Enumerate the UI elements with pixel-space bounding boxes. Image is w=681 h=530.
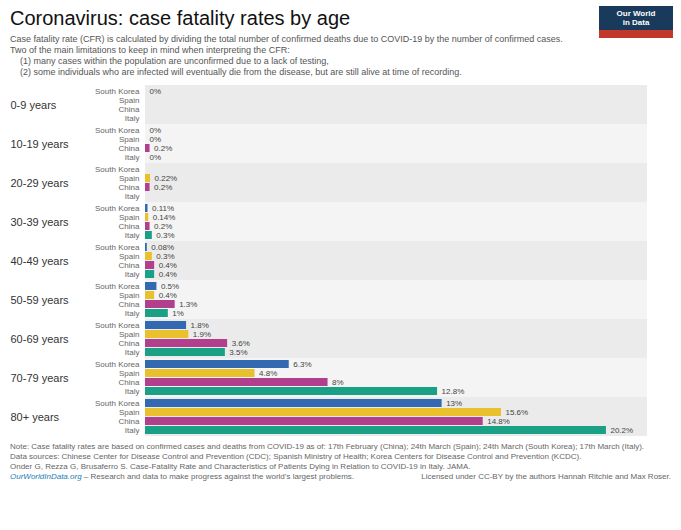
svg-text:1.8%: 1.8%: [191, 321, 209, 330]
svg-text:South Korea: South Korea: [95, 165, 140, 174]
svg-text:12.8%: 12.8%: [442, 387, 465, 396]
html-text:Two of the main limitations to: Two of the main limitations to keep in m…: [10, 45, 290, 55]
html-text:Onder G, Rezza G, Brusaferro S: Onder G, Rezza G, Brusaferro S. Case-Fat…: [10, 462, 471, 471]
svg-text:0.14%: 0.14%: [153, 213, 176, 222]
svg-text:13%: 13%: [446, 399, 462, 408]
svg-text:South Korea: South Korea: [95, 282, 140, 291]
svg-text:South Korea: South Korea: [95, 360, 140, 369]
svg-text:South Korea: South Korea: [95, 87, 140, 96]
svg-text:Italy: Italy: [125, 309, 140, 318]
svg-text:4.8%: 4.8%: [259, 369, 277, 378]
svg-text:China: China: [119, 300, 140, 309]
svg-text:0%: 0%: [150, 135, 162, 144]
svg-text:South Korea: South Korea: [95, 321, 140, 330]
svg-text:30-39 years: 30-39 years: [11, 216, 70, 228]
html-text:Our World: Our World: [616, 9, 656, 18]
svg-text:Italy: Italy: [125, 270, 140, 279]
svg-text:Spain: Spain: [119, 330, 139, 339]
svg-text:China: China: [119, 222, 140, 231]
svg-text:China: China: [119, 105, 140, 114]
svg-text:0.11%: 0.11%: [152, 204, 174, 213]
svg-text:0.4%: 0.4%: [159, 270, 177, 279]
svg-text:0%: 0%: [150, 153, 162, 162]
svg-text:0.4%: 0.4%: [159, 291, 177, 300]
svg-text:0-9 years: 0-9 years: [11, 99, 57, 111]
svg-text:Spain: Spain: [119, 174, 139, 183]
svg-text:China: China: [119, 417, 140, 426]
svg-text:0.2%: 0.2%: [154, 144, 172, 153]
svg-text:20-29 years: 20-29 years: [11, 177, 70, 189]
html-text:(1) many cases within the popu: (1) many cases within the population are…: [10, 56, 329, 66]
svg-text:Italy: Italy: [125, 426, 140, 435]
svg-text:Italy: Italy: [125, 192, 140, 201]
svg-text:0.5%: 0.5%: [161, 282, 179, 291]
html-text:Data sources: Chinese Center f: Data sources: Chinese Center for Disease…: [10, 452, 582, 461]
svg-text:20.2%: 20.2%: [610, 426, 633, 435]
svg-text:South Korea: South Korea: [95, 126, 140, 135]
svg-text:Italy: Italy: [125, 231, 140, 240]
html-text:Coronavirus: case fatality rat: Coronavirus: case fatality rates by age: [10, 7, 351, 29]
svg-text:1.9%: 1.9%: [193, 330, 211, 339]
svg-text:South Korea: South Korea: [95, 204, 140, 213]
svg-text:3.6%: 3.6%: [232, 339, 250, 348]
svg-text:Spain: Spain: [119, 213, 139, 222]
svg-text:40-49 years: 40-49 years: [11, 255, 70, 267]
svg-text:China: China: [119, 144, 140, 153]
svg-text:6.3%: 6.3%: [293, 360, 311, 369]
html-text:Note: Case fatality rates are: Note: Case fatality rates are based on c…: [10, 442, 645, 451]
svg-text:0.2%: 0.2%: [154, 222, 172, 231]
svg-text:China: China: [119, 183, 140, 192]
svg-text:0.22%: 0.22%: [155, 174, 178, 183]
svg-text:South Korea: South Korea: [95, 399, 140, 408]
svg-text:0.3%: 0.3%: [156, 231, 174, 240]
svg-text:3.5%: 3.5%: [229, 348, 247, 357]
svg-text:1.3%: 1.3%: [179, 300, 197, 309]
svg-text:Italy: Italy: [125, 153, 140, 162]
svg-text:0%: 0%: [150, 87, 162, 96]
html-text:Case fatality rate (CFR) is ca: Case fatality rate (CFR) is calculated b…: [10, 34, 563, 44]
svg-text:Spain: Spain: [119, 252, 139, 261]
html-text:(2) some individuals who are i: (2) some individuals who are infected wi…: [10, 67, 462, 77]
svg-text:China: China: [119, 378, 140, 387]
svg-text:1%: 1%: [172, 309, 184, 318]
svg-text:0.08%: 0.08%: [151, 243, 174, 252]
svg-text:Spain: Spain: [119, 408, 139, 417]
svg-text:China: China: [119, 261, 140, 270]
svg-text:15.6%: 15.6%: [505, 408, 528, 417]
svg-text:10-19 years: 10-19 years: [11, 138, 70, 150]
svg-text:Spain: Spain: [119, 96, 139, 105]
svg-text:50-59 years: 50-59 years: [11, 294, 70, 306]
svg-text:0.4%: 0.4%: [159, 261, 177, 270]
svg-text:Italy: Italy: [125, 348, 140, 357]
svg-text:Italy: Italy: [125, 387, 140, 396]
svg-text:0%: 0%: [150, 126, 162, 135]
svg-text:8%: 8%: [332, 378, 344, 387]
svg-text:Spain: Spain: [119, 135, 139, 144]
svg-text:80+ years: 80+ years: [11, 411, 60, 423]
svg-text:0.3%: 0.3%: [156, 252, 174, 261]
svg-text:China: China: [119, 339, 140, 348]
svg-text:14.8%: 14.8%: [487, 417, 510, 426]
svg-text:Italy: Italy: [125, 114, 140, 123]
svg-text:South Korea: South Korea: [95, 243, 140, 252]
html-text:Licensed under CC-BY by the au: Licensed under CC-BY by the authors Hann…: [421, 472, 671, 481]
svg-text:Spain: Spain: [119, 369, 139, 378]
svg-text:0.2%: 0.2%: [154, 183, 172, 192]
html-text:OurWorldInData.org – Research: OurWorldInData.org – Research and data t…: [10, 472, 354, 481]
svg-text:70-79 years: 70-79 years: [11, 372, 70, 384]
svg-text:60-69 years: 60-69 years: [11, 333, 70, 345]
html-text:in Data: in Data: [622, 18, 650, 27]
svg-text:Spain: Spain: [119, 291, 139, 300]
